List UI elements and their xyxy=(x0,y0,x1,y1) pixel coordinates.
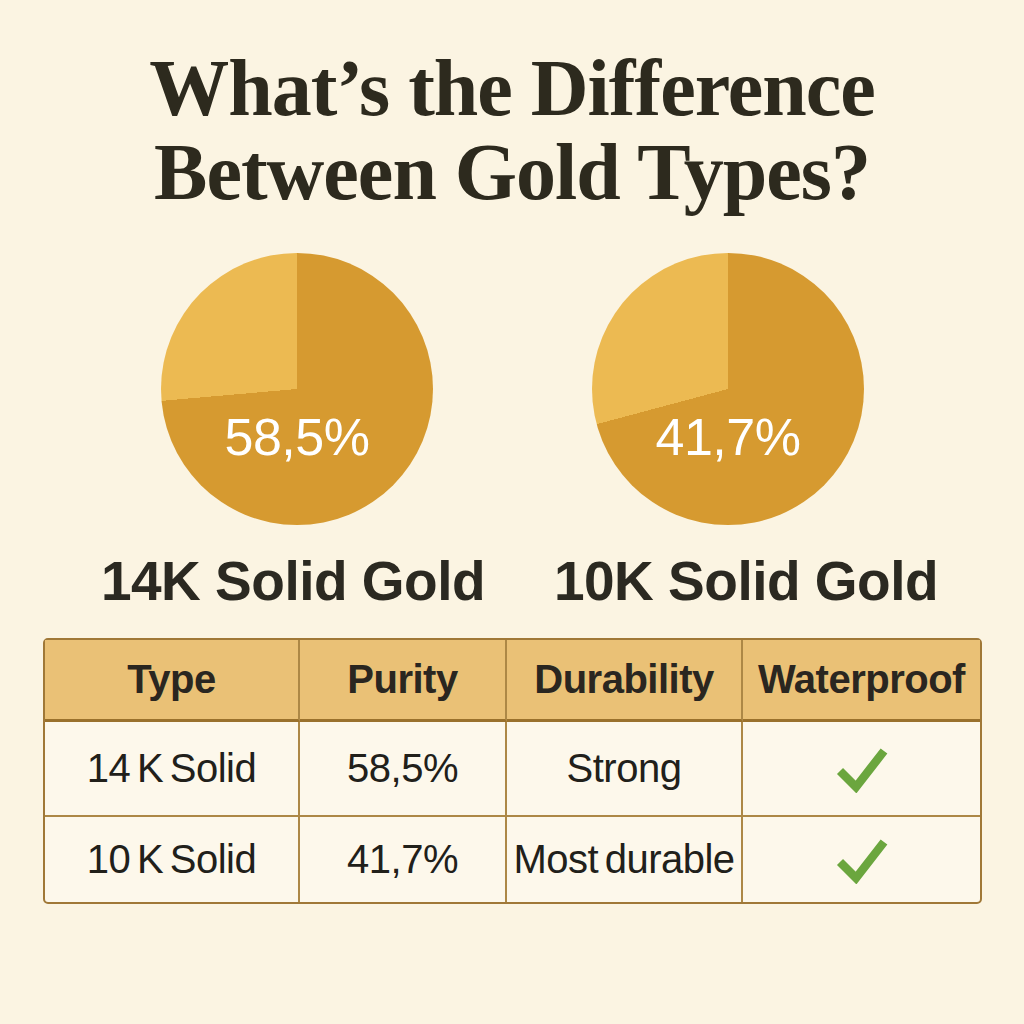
table-header-purity: Purity xyxy=(300,640,507,722)
infographic: What’s the Difference Between Gold Types… xyxy=(0,0,1024,1024)
title-line-2: Between Gold Types? xyxy=(0,130,1024,214)
table-cell-purity-14k: 58,5% xyxy=(300,722,507,817)
pie-chart-14k: 58,5% xyxy=(161,253,433,525)
table-header-type: Type xyxy=(45,640,300,722)
pie-chart-10k: 41,7% xyxy=(592,253,864,525)
pie-title-14k: 14K Solid Gold xyxy=(0,549,586,613)
pie-percentage-label-10k: 41,7% xyxy=(592,253,864,525)
table-cell-type-14k: 14 K Solid xyxy=(45,722,300,817)
title-line-1: What’s the Difference xyxy=(0,46,1024,130)
table-header-waterproof: Waterproof xyxy=(743,640,980,722)
page-title: What’s the Difference Between Gold Types… xyxy=(0,46,1024,214)
check-icon xyxy=(743,817,980,902)
check-icon xyxy=(743,722,980,817)
table-cell-type-10k: 10 K Solid xyxy=(45,817,300,902)
comparison-table: Type Purity Durability Waterproof 14 K S… xyxy=(43,638,982,904)
pie-title-10k: 10K Solid Gold xyxy=(512,549,980,613)
table-cell-durability-14k: Strong xyxy=(507,722,743,817)
table-cell-durability-10k: Most durable xyxy=(507,817,743,902)
table-header-durability: Durability xyxy=(507,640,743,722)
table-cell-purity-10k: 41,7% xyxy=(300,817,507,902)
pie-percentage-label-14k: 58,5% xyxy=(161,253,433,525)
